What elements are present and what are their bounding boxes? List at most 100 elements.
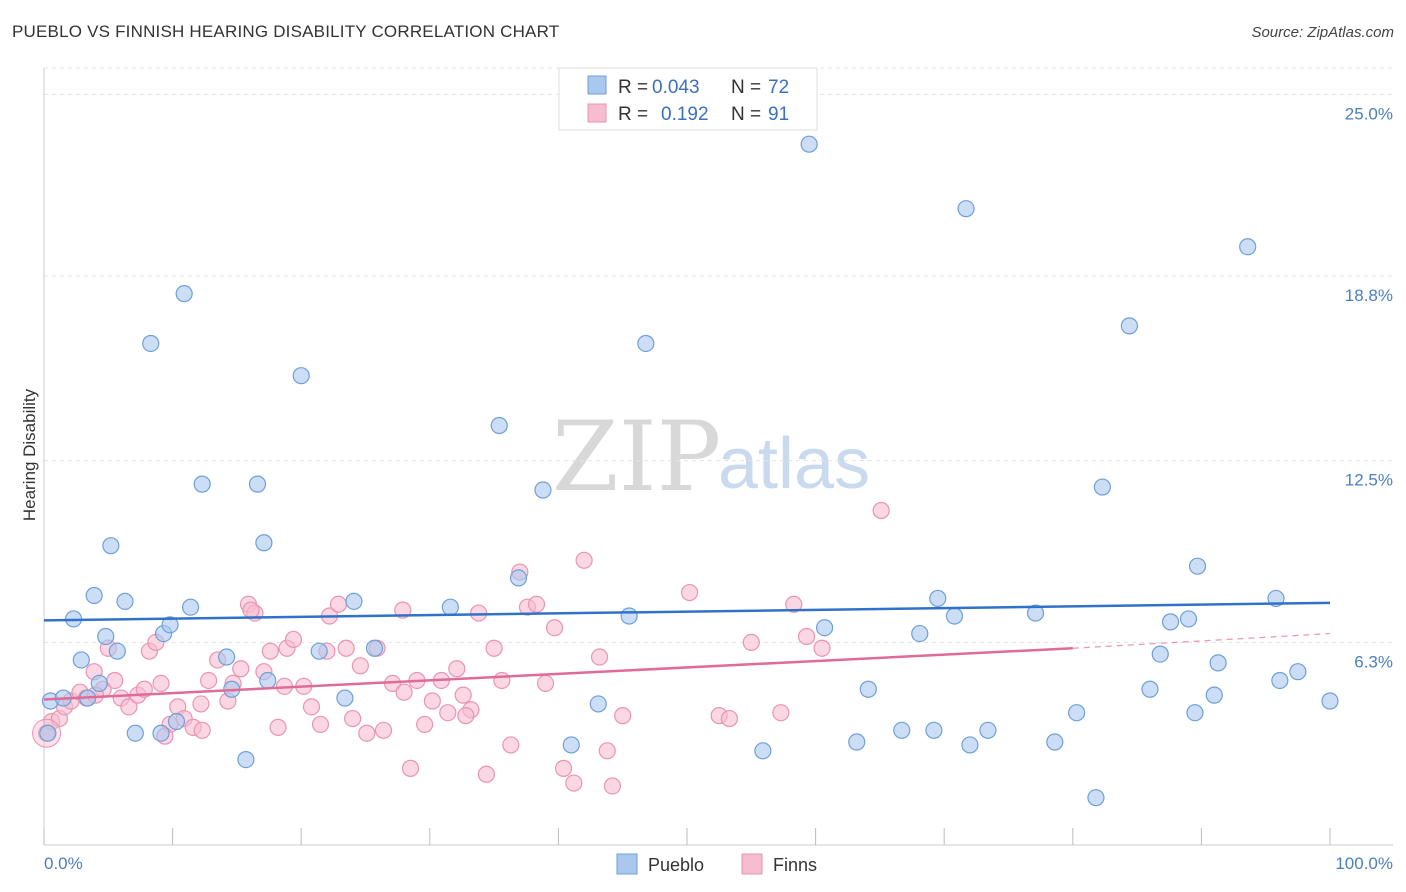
pueblo-point (152, 724, 170, 742)
legend-swatch-pueblo (587, 75, 607, 95)
finns-point (536, 674, 555, 693)
pueblo-point (1186, 704, 1204, 722)
x-tick-label-max: 100.0% (1335, 854, 1393, 873)
pueblo-point (1151, 645, 1169, 663)
finns-point (401, 759, 420, 777)
legend-r-label-pueblo: R = (618, 77, 648, 98)
finns-point (598, 742, 616, 760)
pueblo-point (336, 689, 354, 707)
pueblo-point (345, 592, 363, 610)
finns-point (554, 759, 573, 777)
pueblo-point (945, 607, 964, 625)
pueblo-point (1205, 686, 1223, 704)
finns-point (565, 774, 583, 792)
pueblo-point (1321, 692, 1339, 710)
y-tick-label: 18.8% (1345, 286, 1393, 305)
finns-point (527, 595, 546, 613)
pueblo-point (1046, 733, 1064, 751)
pueblo-point (1087, 789, 1105, 807)
finns-trend-line (43, 646, 1073, 701)
finns-point (813, 639, 831, 657)
pueblo-point (218, 648, 236, 666)
pueblo-point (1271, 671, 1289, 690)
legend-n-label-pueblo: N = (731, 77, 761, 98)
pueblo-point (979, 721, 997, 739)
pueblo-point (848, 733, 866, 751)
finns-point (193, 721, 211, 739)
pueblo-point (816, 619, 834, 637)
pueblo-point (562, 736, 580, 754)
finns-point (416, 715, 434, 734)
pueblo-point (182, 598, 200, 616)
finns-point (720, 709, 739, 728)
finns-point (545, 619, 564, 637)
pueblo-point (248, 475, 267, 493)
pueblo-point (800, 135, 818, 153)
pueblo-point (1161, 613, 1180, 631)
pueblo-point (85, 586, 103, 605)
finns-point (106, 671, 124, 690)
trend-lines (43, 601, 1331, 701)
x-tick-labels: 0.0% 100.0% (44, 854, 1393, 873)
pueblo-point (175, 285, 193, 303)
finns-point (872, 501, 890, 520)
pueblo-point (957, 200, 975, 218)
pueblo-point (1120, 317, 1138, 335)
finns-point (311, 715, 330, 734)
watermark-atlas: atlas (718, 424, 870, 504)
watermark-zip: ZIP (552, 401, 721, 513)
finns-point (374, 721, 393, 739)
finns-point (395, 683, 413, 701)
finns-point (269, 718, 287, 736)
pueblo-point (534, 481, 552, 499)
finns-point (358, 724, 376, 742)
pueblo-point (1093, 478, 1111, 496)
pueblo-point (911, 624, 929, 643)
chart-title: PUEBLO VS FINNISH HEARING DISABILITY COR… (12, 22, 560, 41)
pueblo-point (620, 607, 638, 625)
pueblo-point (259, 671, 277, 690)
finns-point (329, 595, 348, 613)
correlation-legend: R = 0.043 N = 72 R = 0.192 N = 91 (558, 67, 818, 131)
finns-point (261, 642, 279, 660)
pueblo-point (142, 334, 160, 353)
y-tick-label: 6.3% (1354, 652, 1393, 671)
finns-point (394, 601, 412, 619)
pueblo-point (255, 534, 273, 552)
finns-point (575, 551, 593, 569)
finns-point (590, 648, 609, 666)
finns-point (242, 601, 260, 619)
finns-point (614, 707, 632, 725)
finns-point (192, 695, 210, 713)
pueblo-point (193, 475, 211, 493)
pueblo-point (961, 736, 979, 754)
finns-point (493, 671, 511, 690)
finns-point (302, 698, 321, 716)
y-tick-label: 25.0% (1345, 104, 1393, 123)
finns-point (344, 709, 362, 728)
pueblo-point (490, 416, 508, 435)
pueblo-point (97, 627, 115, 646)
finns-point (200, 671, 218, 690)
finns-point (742, 633, 760, 651)
pueblo-point (161, 616, 179, 634)
pueblo-point (509, 569, 528, 587)
finns-point (448, 660, 466, 678)
pueblo-point (893, 721, 911, 739)
axes (43, 68, 1393, 846)
series-legend: Pueblo Finns (616, 853, 817, 875)
finns-point (454, 686, 472, 704)
pueblo-point (1289, 663, 1307, 681)
pueblo-point (1141, 680, 1159, 698)
pueblo-point (1026, 604, 1045, 622)
series-legend-swatch-pueblo (616, 853, 638, 875)
series-legend-swatch-finns (741, 853, 763, 875)
pueblo-point (1068, 704, 1086, 722)
watermark: ZIP atlas (552, 401, 870, 513)
legend-n-value-finns: 91 (768, 104, 789, 125)
finns-point (785, 595, 803, 613)
finns-point (351, 657, 369, 675)
pueblo-point (925, 721, 943, 739)
pueblo-point (167, 712, 186, 731)
